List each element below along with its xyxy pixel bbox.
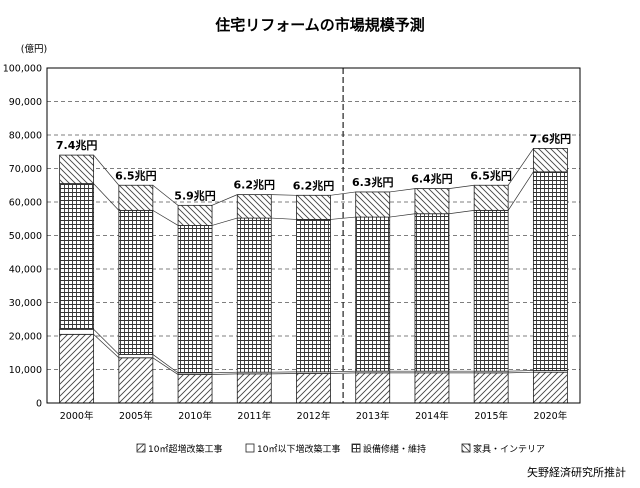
legend-swatch	[351, 443, 361, 453]
y-tick-label: 100,000	[3, 64, 42, 75]
connector-line	[93, 329, 120, 355]
y-tick-label: 20,000	[9, 332, 42, 343]
bar-segment	[59, 183, 95, 330]
legend-label: 家具・インテリア	[473, 443, 545, 455]
x-tick-label: 2014年	[415, 410, 449, 422]
bar-segment	[355, 191, 391, 218]
x-tick-label: 2013年	[356, 410, 390, 422]
connector-line	[271, 194, 297, 196]
total-label: 6.2兆円	[234, 178, 276, 192]
connector-line	[93, 334, 120, 359]
bar-segment	[414, 188, 450, 215]
bar-segment	[414, 213, 450, 372]
bar-segment	[532, 147, 568, 173]
legend-label: 10㎡以下増改築工事	[257, 443, 340, 455]
connector-line	[389, 188, 415, 193]
bar-segment	[118, 354, 154, 359]
bar-segment	[296, 194, 331, 220]
bar-segment	[118, 357, 154, 404]
y-tick-label: 50,000	[9, 231, 42, 242]
legend-label: 設備修繕・維持	[363, 443, 426, 455]
bar-segment	[177, 204, 213, 226]
legend-swatch	[461, 443, 471, 453]
y-tick-label: 30,000	[9, 298, 42, 309]
x-tick-label: 2000年	[60, 410, 94, 422]
total-label: 7.4兆円	[56, 138, 98, 152]
x-tick-label: 2015年	[474, 410, 508, 422]
bar-segment	[59, 333, 95, 404]
bar-segment	[236, 217, 272, 373]
connector-line	[93, 183, 120, 211]
bar-segment	[118, 209, 154, 355]
y-tick-label: 10,000	[9, 365, 42, 376]
bar-segment	[59, 328, 95, 335]
source-note: 矢野経済研究所推計	[527, 466, 626, 479]
bar-segment	[296, 373, 331, 404]
connector-line	[330, 370, 356, 373]
connector-line	[330, 372, 356, 374]
connector-line	[152, 354, 179, 374]
connector-line	[211, 194, 238, 206]
y-tick-label: 80,000	[9, 131, 42, 142]
total-label: 6.5兆円	[470, 168, 512, 182]
connector-line	[330, 191, 356, 196]
total-label: 6.5兆円	[115, 168, 157, 182]
connector-line	[212, 371, 238, 374]
connector-line	[152, 184, 179, 206]
bar-segment	[296, 219, 331, 373]
bar-segment	[177, 374, 213, 404]
bar-segment	[532, 371, 568, 404]
connector-line	[389, 213, 415, 218]
bar-segment	[118, 184, 154, 211]
total-label: 6.4兆円	[411, 172, 453, 186]
x-tick-label: 2012年	[297, 410, 331, 422]
connector-line	[271, 217, 297, 220]
connector-line	[152, 357, 179, 375]
bar-segment	[236, 373, 272, 404]
chart-title: 住宅リフォームの市場規模予測	[215, 16, 425, 34]
legend-label: 10㎡超増改築工事	[148, 443, 222, 455]
x-tick-label: 2010年	[178, 410, 212, 422]
x-tick-label: 2020年	[534, 410, 568, 422]
y-tick-label: 60,000	[9, 198, 42, 209]
connector-line	[93, 154, 120, 186]
y-tick-label: 0	[36, 399, 42, 410]
bar-segment	[473, 209, 509, 372]
connector-line	[448, 210, 475, 215]
connector-line	[508, 371, 534, 374]
total-label: 5.9兆円	[174, 188, 216, 202]
connector-line	[330, 216, 356, 220]
bar-segment	[355, 216, 391, 372]
y-tick-label: 40,000	[9, 265, 42, 276]
connector-line	[507, 148, 534, 186]
y-tick-label: 70,000	[9, 164, 42, 175]
bar-segment	[236, 194, 272, 219]
total-label: 6.2兆円	[293, 178, 335, 192]
connector-line	[507, 171, 534, 211]
connector-line	[448, 184, 475, 189]
total-label: 6.3兆円	[352, 175, 394, 189]
bar-segment	[59, 154, 95, 184]
connector-line	[211, 217, 238, 226]
bar-segment	[532, 171, 568, 371]
legend-swatch	[136, 443, 146, 453]
bar-segment	[473, 372, 509, 404]
legend-swatch	[245, 443, 255, 453]
bar-segment	[414, 372, 450, 404]
connector-line	[508, 370, 534, 372]
y-tick-label: 90,000	[9, 97, 42, 108]
connector-line	[212, 373, 238, 375]
plot-frame	[46, 67, 581, 404]
bar-segment	[355, 372, 391, 404]
connector-line	[152, 210, 179, 226]
total-label: 7.6兆円	[530, 131, 572, 145]
bar-segment	[177, 225, 213, 374]
x-tick-label: 2005年	[119, 410, 153, 422]
x-tick-label: 2011年	[237, 410, 271, 422]
bar-segment	[473, 184, 509, 211]
y-axis-unit: (億円)	[21, 43, 47, 55]
